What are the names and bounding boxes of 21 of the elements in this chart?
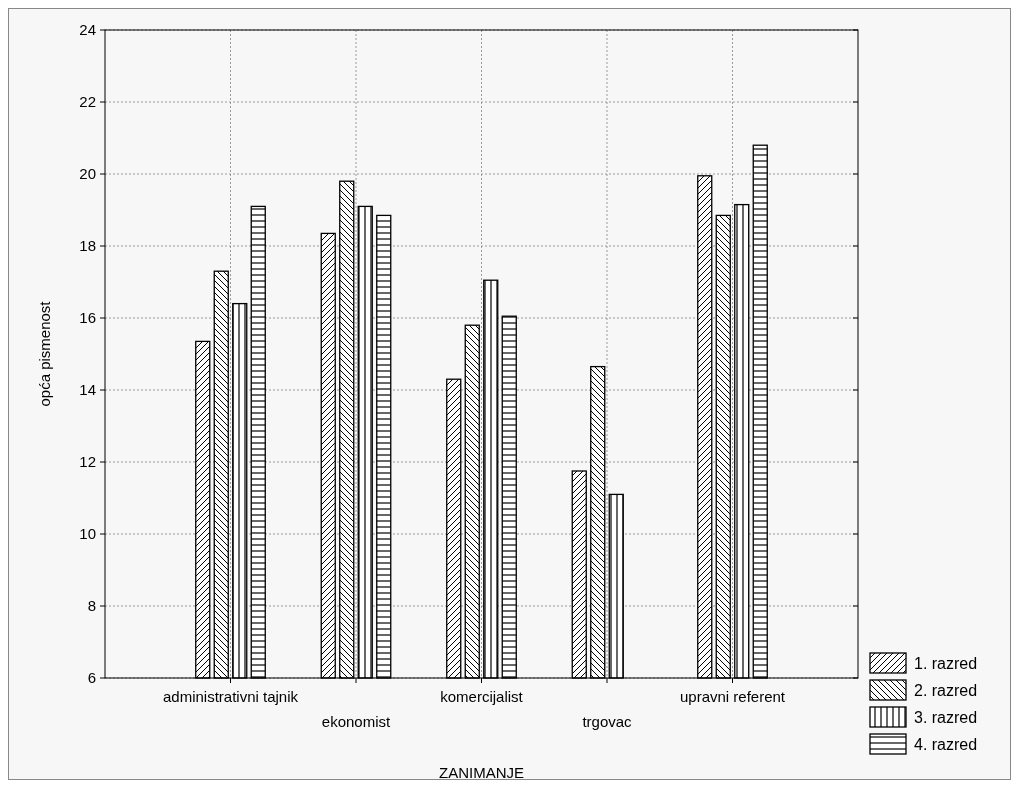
legend-label: 2. razred: [914, 681, 978, 699]
y-tick-label: 16: [79, 309, 96, 327]
y-tick-label: 20: [79, 165, 96, 183]
x-axis-title: ZANIMANJE: [438, 764, 525, 781]
x-tick-label: administrativni tajnik: [162, 688, 299, 705]
y-tick-label: 18: [79, 237, 96, 255]
x-tick-label: trgovac: [582, 713, 633, 730]
x-tick-label: upravni referent: [679, 688, 786, 705]
x-tick-label: komercijalist: [440, 688, 524, 705]
y-tick-label: 10: [79, 525, 96, 543]
x-tick-label: ekonomist: [321, 713, 392, 730]
legend-label: 4. razred: [914, 735, 978, 753]
y-tick-label: 22: [79, 93, 96, 111]
legend-label: 3. razred: [914, 708, 978, 726]
y-tick-label: 8: [87, 597, 96, 615]
y-tick-label: 24: [79, 21, 96, 39]
y-axis-title: opća pismenost: [36, 300, 53, 407]
y-tick-label: 6: [87, 669, 96, 687]
legend-label: 1. razred: [914, 654, 978, 672]
y-tick-label: 14: [79, 381, 96, 399]
y-tick-label: 12: [79, 453, 96, 471]
